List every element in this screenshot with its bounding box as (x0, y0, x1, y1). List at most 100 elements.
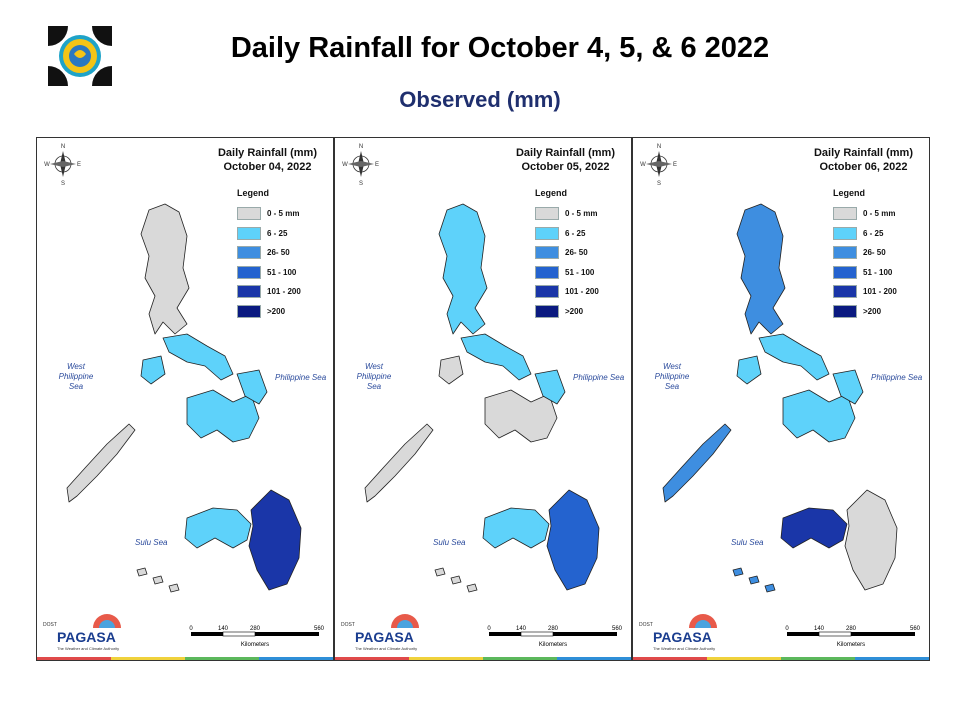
legend-item: 26- 50 (833, 243, 897, 263)
legend-item: 6 - 25 (237, 224, 301, 244)
island-samar (534, 369, 566, 405)
dost-logo (46, 24, 114, 88)
island-bicol (758, 333, 830, 381)
legend: Legend 0 - 5 mm 6 - 25 26- 50 51 - 100 1… (535, 188, 599, 321)
pagasa-logo: DOST PAGASA The Weather and Climate Auth… (639, 614, 717, 651)
brand-stripe (633, 657, 707, 660)
legend-label: 26- 50 (863, 248, 886, 258)
svg-text:Kilometers: Kilometers (837, 642, 865, 648)
brand-stripe (483, 657, 557, 660)
sea-label-sulu: Sulu Sea (433, 538, 466, 547)
svg-text:0: 0 (189, 626, 193, 632)
island-mindanao-west (184, 507, 252, 549)
brand-stripe (557, 657, 631, 660)
svg-text:S: S (657, 181, 661, 187)
island-visayas (484, 389, 558, 443)
svg-text:280: 280 (548, 626, 559, 632)
svg-text:The Weather and Climate Author: The Weather and Climate Authority (653, 646, 715, 651)
svg-text:E: E (673, 162, 677, 168)
brand-stripe (259, 657, 333, 660)
svg-text:560: 560 (314, 626, 325, 632)
svg-text:S: S (61, 181, 65, 187)
legend-label: >200 (565, 306, 584, 316)
legend-item: 101 - 200 (833, 282, 897, 302)
island-mindoro (438, 355, 464, 385)
legend-swatch (535, 285, 559, 299)
legend-item: 51 - 100 (237, 263, 301, 283)
legend-label: 101 - 200 (565, 287, 599, 297)
island-mindanao-east (248, 489, 302, 591)
legend-title: Legend (237, 188, 270, 198)
panel-date: October 06, 2022 (819, 161, 908, 173)
sea-label-sulu: Sulu Sea (135, 538, 168, 547)
legend-item: 0 - 5 mm (237, 204, 301, 224)
legend-item: 6 - 25 (535, 224, 599, 244)
panel-title: Daily Rainfall (mm) October 04, 2022 (218, 146, 317, 174)
legend-item: 26- 50 (535, 243, 599, 263)
legend-label: >200 (863, 306, 882, 316)
panel-title-text: Daily Rainfall (mm) (813, 147, 913, 159)
legend-swatch (237, 285, 261, 299)
island-mindanao-west (482, 507, 550, 549)
legend-item: >200 (237, 302, 301, 322)
legend-label: 26- 50 (565, 248, 588, 258)
legend-item: 51 - 100 (535, 263, 599, 283)
legend-swatch (237, 207, 261, 221)
island-luzon (438, 203, 488, 335)
legend-swatch (535, 246, 559, 260)
legend-label: 0 - 5 mm (267, 209, 300, 219)
sea-label-east: Philippine Sea (871, 373, 923, 382)
legend-swatch (833, 207, 857, 221)
svg-text:E: E (375, 162, 379, 168)
legend-label: 101 - 200 (863, 287, 897, 297)
legend-swatch (237, 304, 261, 318)
svg-text:140: 140 (218, 626, 229, 632)
island-sulu (732, 567, 776, 593)
svg-text:DOST: DOST (639, 622, 653, 628)
sea-label-sulu: Sulu Sea (731, 538, 764, 547)
legend-swatch (237, 246, 261, 260)
legend-label: 6 - 25 (267, 228, 288, 238)
compass-rose-icon: N S E W (342, 144, 379, 187)
svg-text:Kilometers: Kilometers (539, 642, 567, 648)
sea-label-west: West Philippine Sea (654, 362, 690, 391)
svg-text:DOST: DOST (43, 622, 57, 628)
island-sulu (136, 567, 180, 593)
svg-text:The Weather and Climate Author: The Weather and Climate Authority (57, 646, 119, 651)
svg-text:W: W (342, 162, 348, 168)
svg-text:PAGASA: PAGASA (57, 629, 116, 645)
panel-date: October 04, 2022 (223, 161, 312, 173)
legend-label: 0 - 5 mm (863, 209, 896, 219)
pagasa-logo: DOST PAGASA The Weather and Climate Auth… (43, 614, 121, 651)
svg-text:560: 560 (910, 626, 921, 632)
legend-swatch (535, 265, 559, 279)
legend-swatch (833, 265, 857, 279)
panel-date: October 05, 2022 (521, 161, 610, 173)
legend-swatch (535, 207, 559, 221)
brand-stripe (111, 657, 185, 660)
svg-text:280: 280 (846, 626, 857, 632)
legend-swatch (833, 246, 857, 260)
legend-swatch (833, 226, 857, 240)
svg-text:560: 560 (612, 626, 623, 632)
svg-text:PAGASA: PAGASA (355, 629, 414, 645)
map-panel-oct-05: N S E W Daily Rainfall (mm) October 05, … (334, 137, 632, 661)
sea-label-west: West Philippine Sea (356, 362, 392, 391)
legend: Legend 0 - 5 mm 6 - 25 26- 50 51 - 100 1… (237, 188, 301, 321)
island-sulu (434, 567, 478, 593)
legend: Legend 0 - 5 mm 6 - 25 26- 50 51 - 100 1… (833, 188, 897, 321)
legend-item: 51 - 100 (833, 263, 897, 283)
island-palawan (662, 423, 732, 503)
island-samar (832, 369, 864, 405)
brand-stripe (781, 657, 855, 660)
legend-label: >200 (267, 306, 286, 316)
legend-item: 0 - 5 mm (833, 204, 897, 224)
panel-title: Daily Rainfall (mm) October 05, 2022 (516, 146, 615, 174)
svg-text:N: N (359, 144, 363, 150)
island-mindoro (140, 355, 166, 385)
island-visayas (186, 389, 260, 443)
legend-swatch (535, 226, 559, 240)
panel-title: Daily Rainfall (mm) October 06, 2022 (814, 146, 913, 174)
svg-text:0: 0 (785, 626, 789, 632)
legend-swatch (535, 304, 559, 318)
